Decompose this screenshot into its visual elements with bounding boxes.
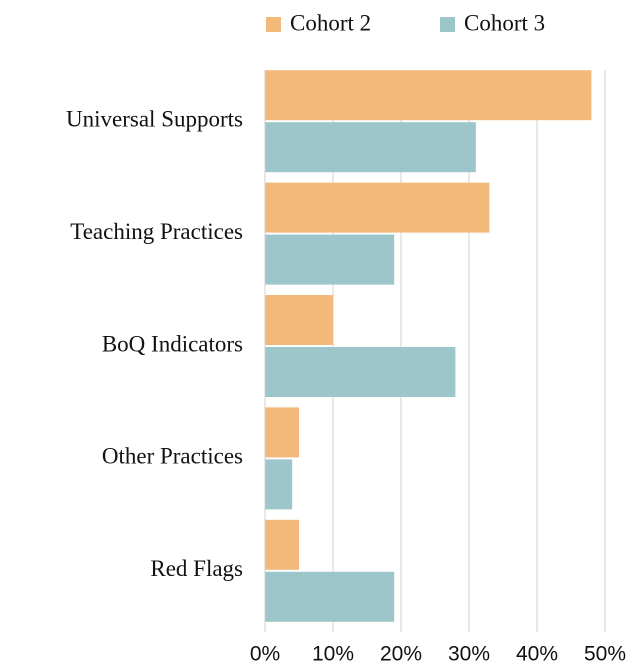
y-tick-label: BoQ Indicators [102, 331, 243, 356]
x-tick-label: 50% [584, 643, 626, 666]
legend-label: Cohort 2 [290, 10, 371, 35]
bar [265, 459, 293, 510]
bar [265, 70, 592, 121]
x-tick-label: 40% [516, 643, 558, 666]
bar [265, 295, 333, 345]
bar [265, 519, 299, 570]
y-tick-label: Universal Supports [66, 106, 243, 131]
bar [265, 182, 490, 233]
x-tick-label: 10% [312, 643, 354, 666]
bar [265, 347, 456, 397]
legend-swatch [266, 17, 281, 32]
x-tick-label: 20% [380, 643, 422, 666]
x-tick-label: 0% [250, 643, 280, 666]
legend-swatch [440, 17, 455, 32]
bar [265, 407, 299, 458]
y-tick-label: Other Practices [102, 444, 243, 469]
x-tick-label: 30% [448, 643, 490, 666]
legend-label: Cohort 3 [464, 10, 545, 35]
bar [265, 571, 395, 622]
y-tick-label: Red Flags [150, 556, 243, 581]
y-tick-label: Teaching Practices [70, 219, 243, 244]
bar [265, 122, 476, 173]
bar [265, 234, 395, 285]
